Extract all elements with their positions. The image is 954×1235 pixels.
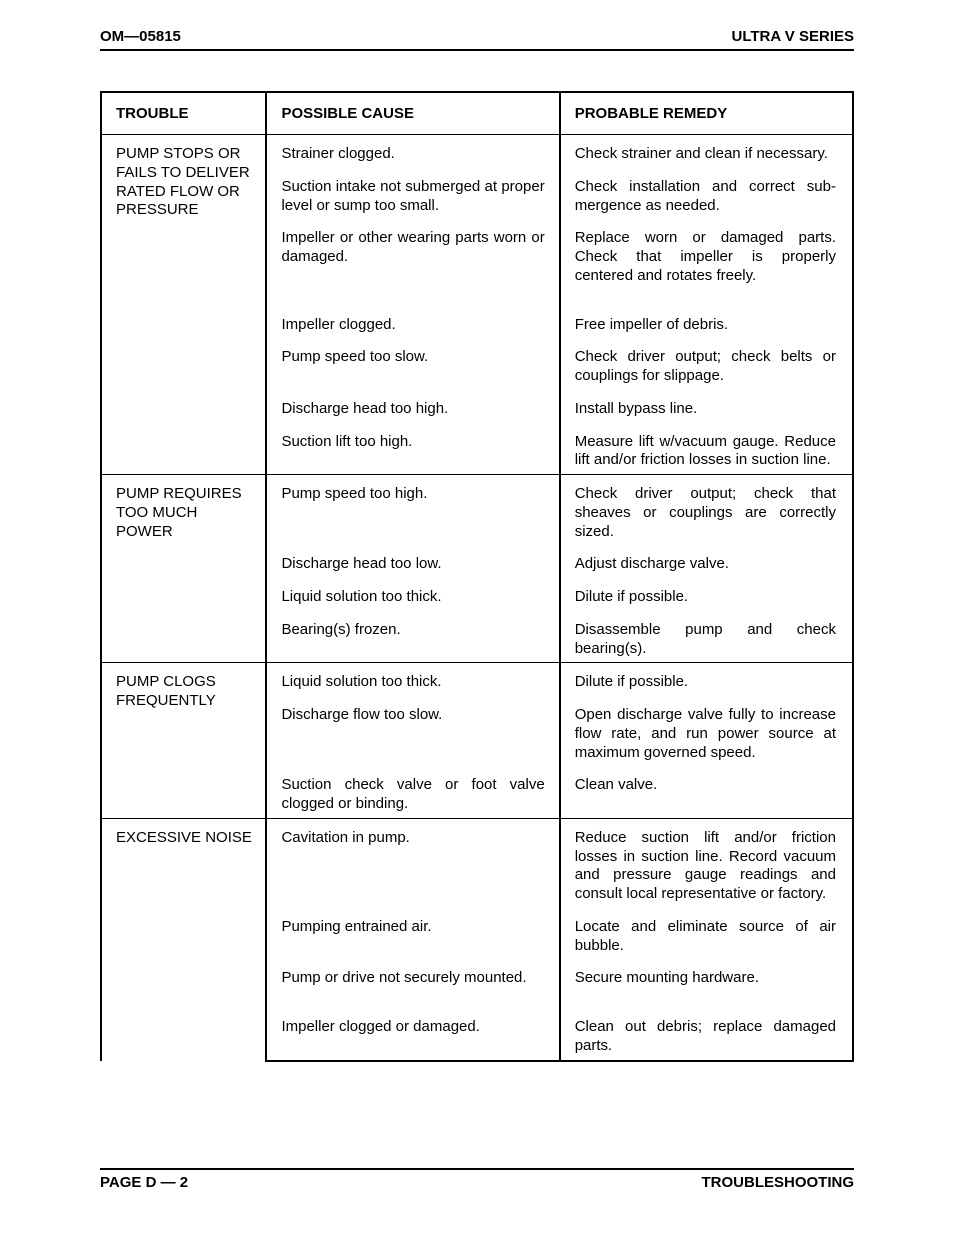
remedy-cell: Clean valve. bbox=[560, 766, 853, 818]
page-footer: PAGE D — 2 TROUBLESHOOTING bbox=[100, 1168, 854, 1191]
cause-cell: Discharge head too low. bbox=[266, 545, 559, 578]
page: OM—05815 ULTRA V SERIES TROUBLE POSSIBLE… bbox=[0, 0, 954, 1235]
cause-cell: Liquid solution too thick. bbox=[266, 578, 559, 611]
cause-cell: Pump speed too high. bbox=[266, 475, 559, 546]
trouble-cell: EXCESSIVE NOISE bbox=[101, 818, 266, 1060]
cause-cell: Pumping entrained air. bbox=[266, 908, 559, 960]
cause-cell: Liquid solution too thick. bbox=[266, 663, 559, 696]
footer-right: TROUBLESHOOTING bbox=[702, 1174, 855, 1191]
cause-cell: Strainer clogged. bbox=[266, 135, 559, 168]
remedy-cell: Measure lift w/vacuum gauge. Re­duce lif… bbox=[560, 423, 853, 475]
trouble-cell: PUMP CLOGS FREQUENTLY bbox=[101, 663, 266, 819]
col-cause: POSSIBLE CAUSE bbox=[266, 92, 559, 135]
remedy-cell: Check driver output; check belts or coup… bbox=[560, 338, 853, 390]
table-row: PUMP REQUIRES TOO MUCH POWERPump speed t… bbox=[101, 475, 853, 546]
remedy-cell: Open discharge valve fully to in­crease … bbox=[560, 696, 853, 766]
remedy-cell: Adjust discharge valve. bbox=[560, 545, 853, 578]
table-row: EXCESSIVE NOISECavitation in pump.Reduce… bbox=[101, 818, 853, 908]
cause-cell: Discharge flow too slow. bbox=[266, 696, 559, 766]
cause-cell: Suction intake not submerged at proper l… bbox=[266, 168, 559, 220]
cause-cell: Impeller or other wearing parts worn or … bbox=[266, 219, 559, 289]
cause-cell: Suction lift too high. bbox=[266, 423, 559, 475]
remedy-cell: Replace worn or damaged parts. Check tha… bbox=[560, 219, 853, 289]
cause-cell: Cavitation in pump. bbox=[266, 818, 559, 908]
cause-cell: Impeller clogged or damaged. bbox=[266, 992, 559, 1061]
cause-cell: Bearing(s) frozen. bbox=[266, 611, 559, 663]
header-left: OM—05815 bbox=[100, 28, 181, 45]
header-right: ULTRA V SERIES bbox=[731, 28, 854, 45]
remedy-cell: Locate and eliminate source of air bubbl… bbox=[560, 908, 853, 960]
trouble-cell: PUMP REQUIRES TOO MUCH POWER bbox=[101, 475, 266, 663]
col-trouble: TROUBLE bbox=[101, 92, 266, 135]
remedy-cell: Check strainer and clean if neces­sary. bbox=[560, 135, 853, 168]
cause-cell: Pump or drive not securely mounted. bbox=[266, 959, 559, 992]
cause-cell: Suction check valve or foot valve clogge… bbox=[266, 766, 559, 818]
table-header-row: TROUBLE POSSIBLE CAUSE PROBABLE REMEDY bbox=[101, 92, 853, 135]
remedy-cell: Check driver output; check that sheaves … bbox=[560, 475, 853, 546]
cause-cell: Pump speed too slow. bbox=[266, 338, 559, 390]
remedy-cell: Dilute if possible. bbox=[560, 578, 853, 611]
remedy-cell: Reduce suction lift and/or friction loss… bbox=[560, 818, 853, 908]
table-row: PUMP CLOGS FREQUENTLYLiquid solution too… bbox=[101, 663, 853, 696]
table-row: PUMP STOPS OR FAILS TO DELIVER RATED FLO… bbox=[101, 135, 853, 168]
page-header: OM—05815 ULTRA V SERIES bbox=[100, 28, 854, 51]
table-body: PUMP STOPS OR FAILS TO DELIVER RATED FLO… bbox=[101, 135, 853, 1061]
remedy-cell: Install bypass line. bbox=[560, 390, 853, 423]
remedy-cell: Dilute if possible. bbox=[560, 663, 853, 696]
cause-cell: Impeller clogged. bbox=[266, 290, 559, 339]
remedy-cell: Secure mounting hardware. bbox=[560, 959, 853, 992]
remedy-cell: Disassemble pump and check bearing(s). bbox=[560, 611, 853, 663]
remedy-cell: Clean out debris; replace dam­aged parts… bbox=[560, 992, 853, 1061]
remedy-cell: Check installation and correct sub­merge… bbox=[560, 168, 853, 220]
col-remedy: PROBABLE REMEDY bbox=[560, 92, 853, 135]
cause-cell: Discharge head too high. bbox=[266, 390, 559, 423]
remedy-cell: Free impeller of debris. bbox=[560, 290, 853, 339]
trouble-cell: PUMP STOPS OR FAILS TO DELIVER RATED FLO… bbox=[101, 135, 266, 475]
footer-left: PAGE D — 2 bbox=[100, 1174, 188, 1191]
troubleshooting-table: TROUBLE POSSIBLE CAUSE PROBABLE REMEDY P… bbox=[100, 91, 854, 1062]
